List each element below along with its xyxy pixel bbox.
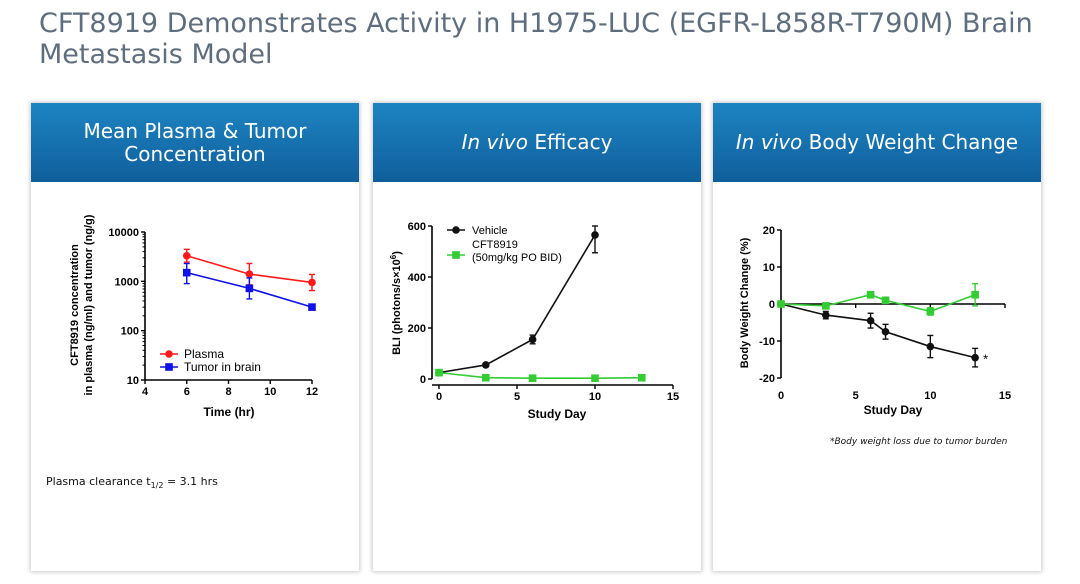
x-tick-label: 15 (667, 391, 679, 403)
y-tick-label: 600 (408, 221, 426, 233)
y-axis-label: BLI (photons/s×106) (389, 251, 403, 355)
weight-footnote: *Body weight loss due to tumor burden (830, 437, 1008, 447)
y-tick-label: -10 (759, 336, 775, 348)
page-title-line1: CFT8919 Demonstrates Activity in H1975-L… (39, 8, 1033, 39)
x-axis-label: Study Day (528, 407, 587, 421)
y-tick-label: 400 (408, 272, 426, 284)
data-point (591, 231, 599, 239)
data-point (435, 368, 443, 377)
data-point (926, 342, 935, 351)
data-point (482, 361, 490, 369)
plasma-clearance-note: Plasma clearance t1/2 = 3.1 hrs (46, 475, 218, 490)
y-axis-label-sup: 6 (389, 254, 398, 259)
data-point (182, 268, 191, 277)
data-point (182, 251, 191, 260)
x-axis-label: Time (hr) (203, 405, 254, 419)
x-tick-label: 5 (853, 390, 859, 402)
x-axis-label: Study Day (864, 403, 923, 417)
page-title: CFT8919 Demonstrates Activity in H1975-L… (39, 8, 1059, 70)
data-point (866, 316, 875, 325)
x-tick-label: 15 (999, 390, 1011, 402)
x-tick-label: 0 (778, 390, 784, 402)
y-tick-label: 1000 (115, 276, 139, 288)
data-point (866, 290, 875, 299)
clearance-suffix: = 3.1 hrs (163, 475, 218, 488)
y-tick-label: 10000 (108, 227, 139, 239)
data-point (971, 353, 979, 362)
y-tick-label: 20 (763, 225, 775, 237)
data-point (245, 270, 254, 278)
y-tick-label: 100 (121, 326, 139, 338)
y-tick-label: 0 (769, 299, 775, 311)
panel-title-rest: Body Weight Change (802, 130, 1019, 154)
legend-marker (452, 226, 460, 234)
pk-chart: 4 6 8 10 12 10 100 1000 10000 Time (hr) CFT8919 co… (69, 214, 318, 419)
y-tick-label: 10 (763, 262, 775, 274)
panel-efficacy: In vivo Efficacy 0 5 10 15 0 200 400 600 Study D… (373, 103, 701, 571)
panel-body-weight: In vivo Body Weight Change 0 5 10 15 -20 -10 0… (713, 103, 1041, 571)
body-weight-chart: 0 5 10 15 -20 -10 0 10 20 Study Day Body Weight Ch… (739, 225, 1011, 417)
data-point (881, 327, 890, 336)
legend-marker (165, 363, 173, 371)
y-tick-label: 0 (420, 374, 426, 386)
x-tick-label: 10 (924, 390, 936, 402)
panel-plasma-tumor: Mean Plasma & Tumor Concentration 4 6 8 10 1… (31, 103, 359, 571)
series-line (780, 303, 976, 359)
data-point (482, 373, 490, 382)
series-line (438, 234, 596, 374)
legend-label: CFT8919 (472, 239, 518, 251)
data-point (591, 374, 599, 383)
x-tick-label: 10 (264, 386, 276, 398)
legend-label: Plasma (184, 347, 224, 361)
data-point (308, 303, 316, 311)
data-point (528, 335, 537, 344)
clearance-prefix: Plasma clearance t (46, 475, 151, 488)
clearance-subscript: 1/2 (150, 481, 164, 491)
x-tick-label: 0 (436, 391, 442, 403)
efficacy-chart: 0 5 10 15 0 200 400 600 Study Day BLI (photons/s×… (389, 221, 679, 421)
data-point (881, 296, 890, 305)
data-point (822, 311, 830, 319)
data-point (638, 373, 646, 382)
panel-header: In vivo Efficacy (373, 103, 701, 182)
y-axis-label-line2: in plasma (ng/ml) and tumor (ng/g) (83, 214, 95, 395)
x-tick-label: 12 (306, 386, 318, 398)
x-tick-label: 6 (184, 386, 190, 398)
significance-marker: * (983, 352, 988, 367)
series-line (780, 293, 976, 313)
series-line (438, 371, 642, 380)
legend-marker (452, 251, 460, 259)
legend-label: Tumor in brain (184, 360, 261, 374)
x-tick-label: 4 (142, 386, 149, 398)
panel-header: Mean Plasma & Tumor Concentration (31, 103, 359, 182)
data-point (777, 300, 785, 308)
x-tick-label: 10 (589, 391, 601, 403)
y-tick-label: -20 (759, 373, 775, 385)
panel-title-line1: Mean Plasma & Tumor (83, 118, 307, 143)
y-axis-label: Body Weight Change (%) (739, 237, 751, 368)
panel-title-line2: Concentration (124, 141, 266, 166)
y-axis-label-end: ) (391, 251, 403, 255)
data-point (245, 284, 254, 293)
y-tick-label: 200 (408, 323, 426, 335)
data-point (926, 307, 935, 316)
y-axis-label-line1: CFT8919 concentration (69, 244, 81, 366)
panel-header: In vivo Body Weight Change (713, 103, 1041, 182)
page-title-line2: Metastasis Model (39, 39, 273, 70)
legend-label: Vehicle (472, 225, 507, 237)
data-point (971, 290, 979, 299)
x-tick-label: 8 (225, 386, 231, 398)
panel-title-rest: Efficacy (527, 130, 613, 154)
data-point (822, 302, 830, 310)
y-tick-label: 10 (127, 375, 139, 387)
legend-label-line2: (50mg/kg PO BID) (472, 252, 562, 264)
data-point (528, 374, 537, 383)
panel-title-italic: In vivo (735, 130, 803, 154)
panel-title-italic: In vivo (461, 130, 528, 154)
data-point (308, 278, 316, 287)
legend-marker (165, 350, 173, 358)
x-tick-label: 5 (514, 391, 520, 403)
y-axis-label-text: BLI (photons/s×10 (391, 259, 403, 355)
